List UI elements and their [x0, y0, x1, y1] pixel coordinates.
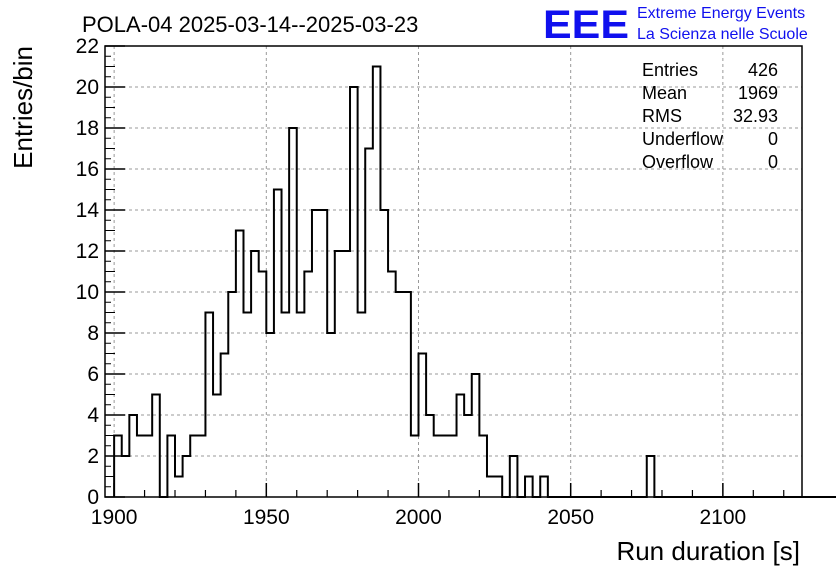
stats-rms-value: 32.93 — [733, 106, 778, 126]
x-tick-label: 1900 — [91, 506, 138, 529]
x-axis-title: Run duration [s] — [616, 536, 800, 566]
grid-lines — [105, 46, 802, 497]
stats-overflow-label: Overflow — [642, 152, 714, 172]
y-tick-label: 22 — [76, 35, 99, 58]
stats-mean-value: 1969 — [738, 83, 778, 103]
stats-underflow-value: 0 — [768, 129, 778, 149]
eee-logo: EEE Extreme Energy Events La Scienza nel… — [543, 3, 808, 47]
y-tick-label: 18 — [76, 117, 99, 140]
x-tick-label: 2000 — [395, 506, 442, 529]
y-axis-ticks: 0 2 4 6 8 10 12 14 16 18 20 22 — [76, 35, 125, 509]
y-tick-label: 8 — [87, 322, 99, 345]
y-tick-label: 10 — [76, 281, 99, 304]
y-tick-label: 2 — [87, 445, 99, 468]
x-tick-label: 2100 — [700, 506, 747, 529]
y-tick-label: 14 — [76, 199, 100, 222]
y-tick-label: 20 — [76, 76, 99, 99]
y-tick-label: 0 — [87, 486, 99, 509]
histogram-outline — [113, 65, 836, 498]
logo-line-1: Extreme Energy Events — [637, 5, 805, 22]
y-tick-label: 4 — [87, 404, 99, 427]
chart-title: POLA-04 2025-03-14--2025-03-23 — [82, 12, 418, 37]
x-tick-label: 2050 — [547, 506, 594, 529]
stats-underflow-label: Underflow — [642, 129, 724, 149]
stats-overflow-value: 0 — [768, 152, 778, 172]
stats-rms-label: RMS — [642, 106, 682, 126]
y-tick-label: 12 — [76, 240, 99, 263]
y-tick-label: 6 — [87, 363, 99, 386]
logo-line-2: La Scienza nelle Scuole — [637, 26, 808, 43]
y-tick-label: 16 — [76, 158, 99, 181]
stats-entries-value: 426 — [748, 60, 778, 80]
x-axis-ticks: 1900 1950 2000 2050 2100 — [91, 483, 785, 529]
stats-mean-label: Mean — [642, 83, 687, 103]
eee-logo-mark: EEE — [543, 3, 629, 47]
stats-entries-label: Entries — [642, 60, 698, 80]
x-tick-label: 1950 — [243, 506, 290, 529]
plot-frame — [104, 45, 803, 498]
y-axis-title: Entries/bin — [8, 46, 38, 169]
stats-box: Entries 426 Mean 1969 RMS 32.93 Underflo… — [642, 60, 778, 172]
